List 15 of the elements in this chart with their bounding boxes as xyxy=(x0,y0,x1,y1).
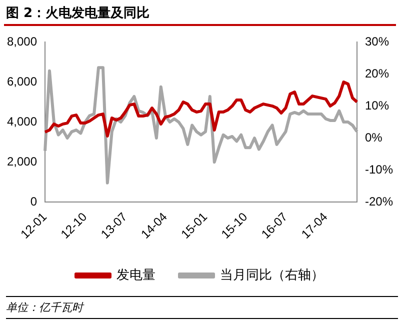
y2-tick-label: 0% xyxy=(364,130,383,144)
chart-title: 图 2：火电发电量及同比 xyxy=(6,5,150,22)
y2-tick-label: 10% xyxy=(364,98,390,112)
y2-tick-label: -10% xyxy=(364,162,394,176)
y2-tick-label: 20% xyxy=(364,66,390,80)
y-tick-label: 6,000 xyxy=(7,74,38,88)
text: 单位：亿千瓦时 xyxy=(6,296,398,319)
y2-tick-label: -20% xyxy=(364,194,394,208)
y-tick-label: 0 xyxy=(30,194,38,208)
legend-label: 发电量 xyxy=(116,268,156,283)
y-tick-label: 8,000 xyxy=(7,34,38,48)
legend-label: 当月同比（右轴） xyxy=(220,268,324,283)
y-tick-label: 4,000 xyxy=(7,114,38,128)
y-tick-label: 2,000 xyxy=(7,154,38,168)
y2-tick-label: 30% xyxy=(364,34,390,48)
